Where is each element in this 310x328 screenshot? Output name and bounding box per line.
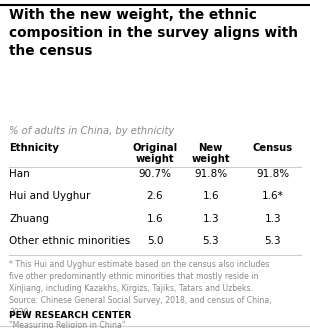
Text: 91.8%: 91.8% (194, 169, 227, 179)
Text: 5.3: 5.3 (202, 236, 219, 246)
Text: Han: Han (9, 169, 30, 179)
Text: 2.6: 2.6 (147, 191, 163, 201)
Text: Ethnicity: Ethnicity (9, 143, 59, 153)
Text: Original
weight: Original weight (132, 143, 178, 164)
Text: 1.3: 1.3 (264, 214, 281, 223)
Text: With the new weight, the ethnic
composition in the survey aligns with
the census: With the new weight, the ethnic composit… (9, 8, 298, 58)
Text: Hui and Uyghur: Hui and Uyghur (9, 191, 91, 201)
Text: 1.6: 1.6 (147, 214, 163, 223)
Text: 1.6: 1.6 (202, 191, 219, 201)
Text: PEW RESEARCH CENTER: PEW RESEARCH CENTER (9, 311, 131, 320)
Text: 1.6*: 1.6* (262, 191, 284, 201)
Text: Census: Census (253, 143, 293, 153)
Text: % of adults in China, by ethnicity: % of adults in China, by ethnicity (9, 126, 175, 136)
Text: 1.3: 1.3 (202, 214, 219, 223)
Text: 91.8%: 91.8% (256, 169, 289, 179)
Text: 5.0: 5.0 (147, 236, 163, 246)
Text: Other ethnic minorities: Other ethnic minorities (9, 236, 131, 246)
Text: New
weight: New weight (192, 143, 230, 164)
Text: Zhuang: Zhuang (9, 214, 49, 223)
Text: 5.3: 5.3 (264, 236, 281, 246)
Text: * This Hui and Uyghur estimate based on the census also includes
five other pred: * This Hui and Uyghur estimate based on … (9, 260, 272, 328)
Text: 90.7%: 90.7% (139, 169, 171, 179)
